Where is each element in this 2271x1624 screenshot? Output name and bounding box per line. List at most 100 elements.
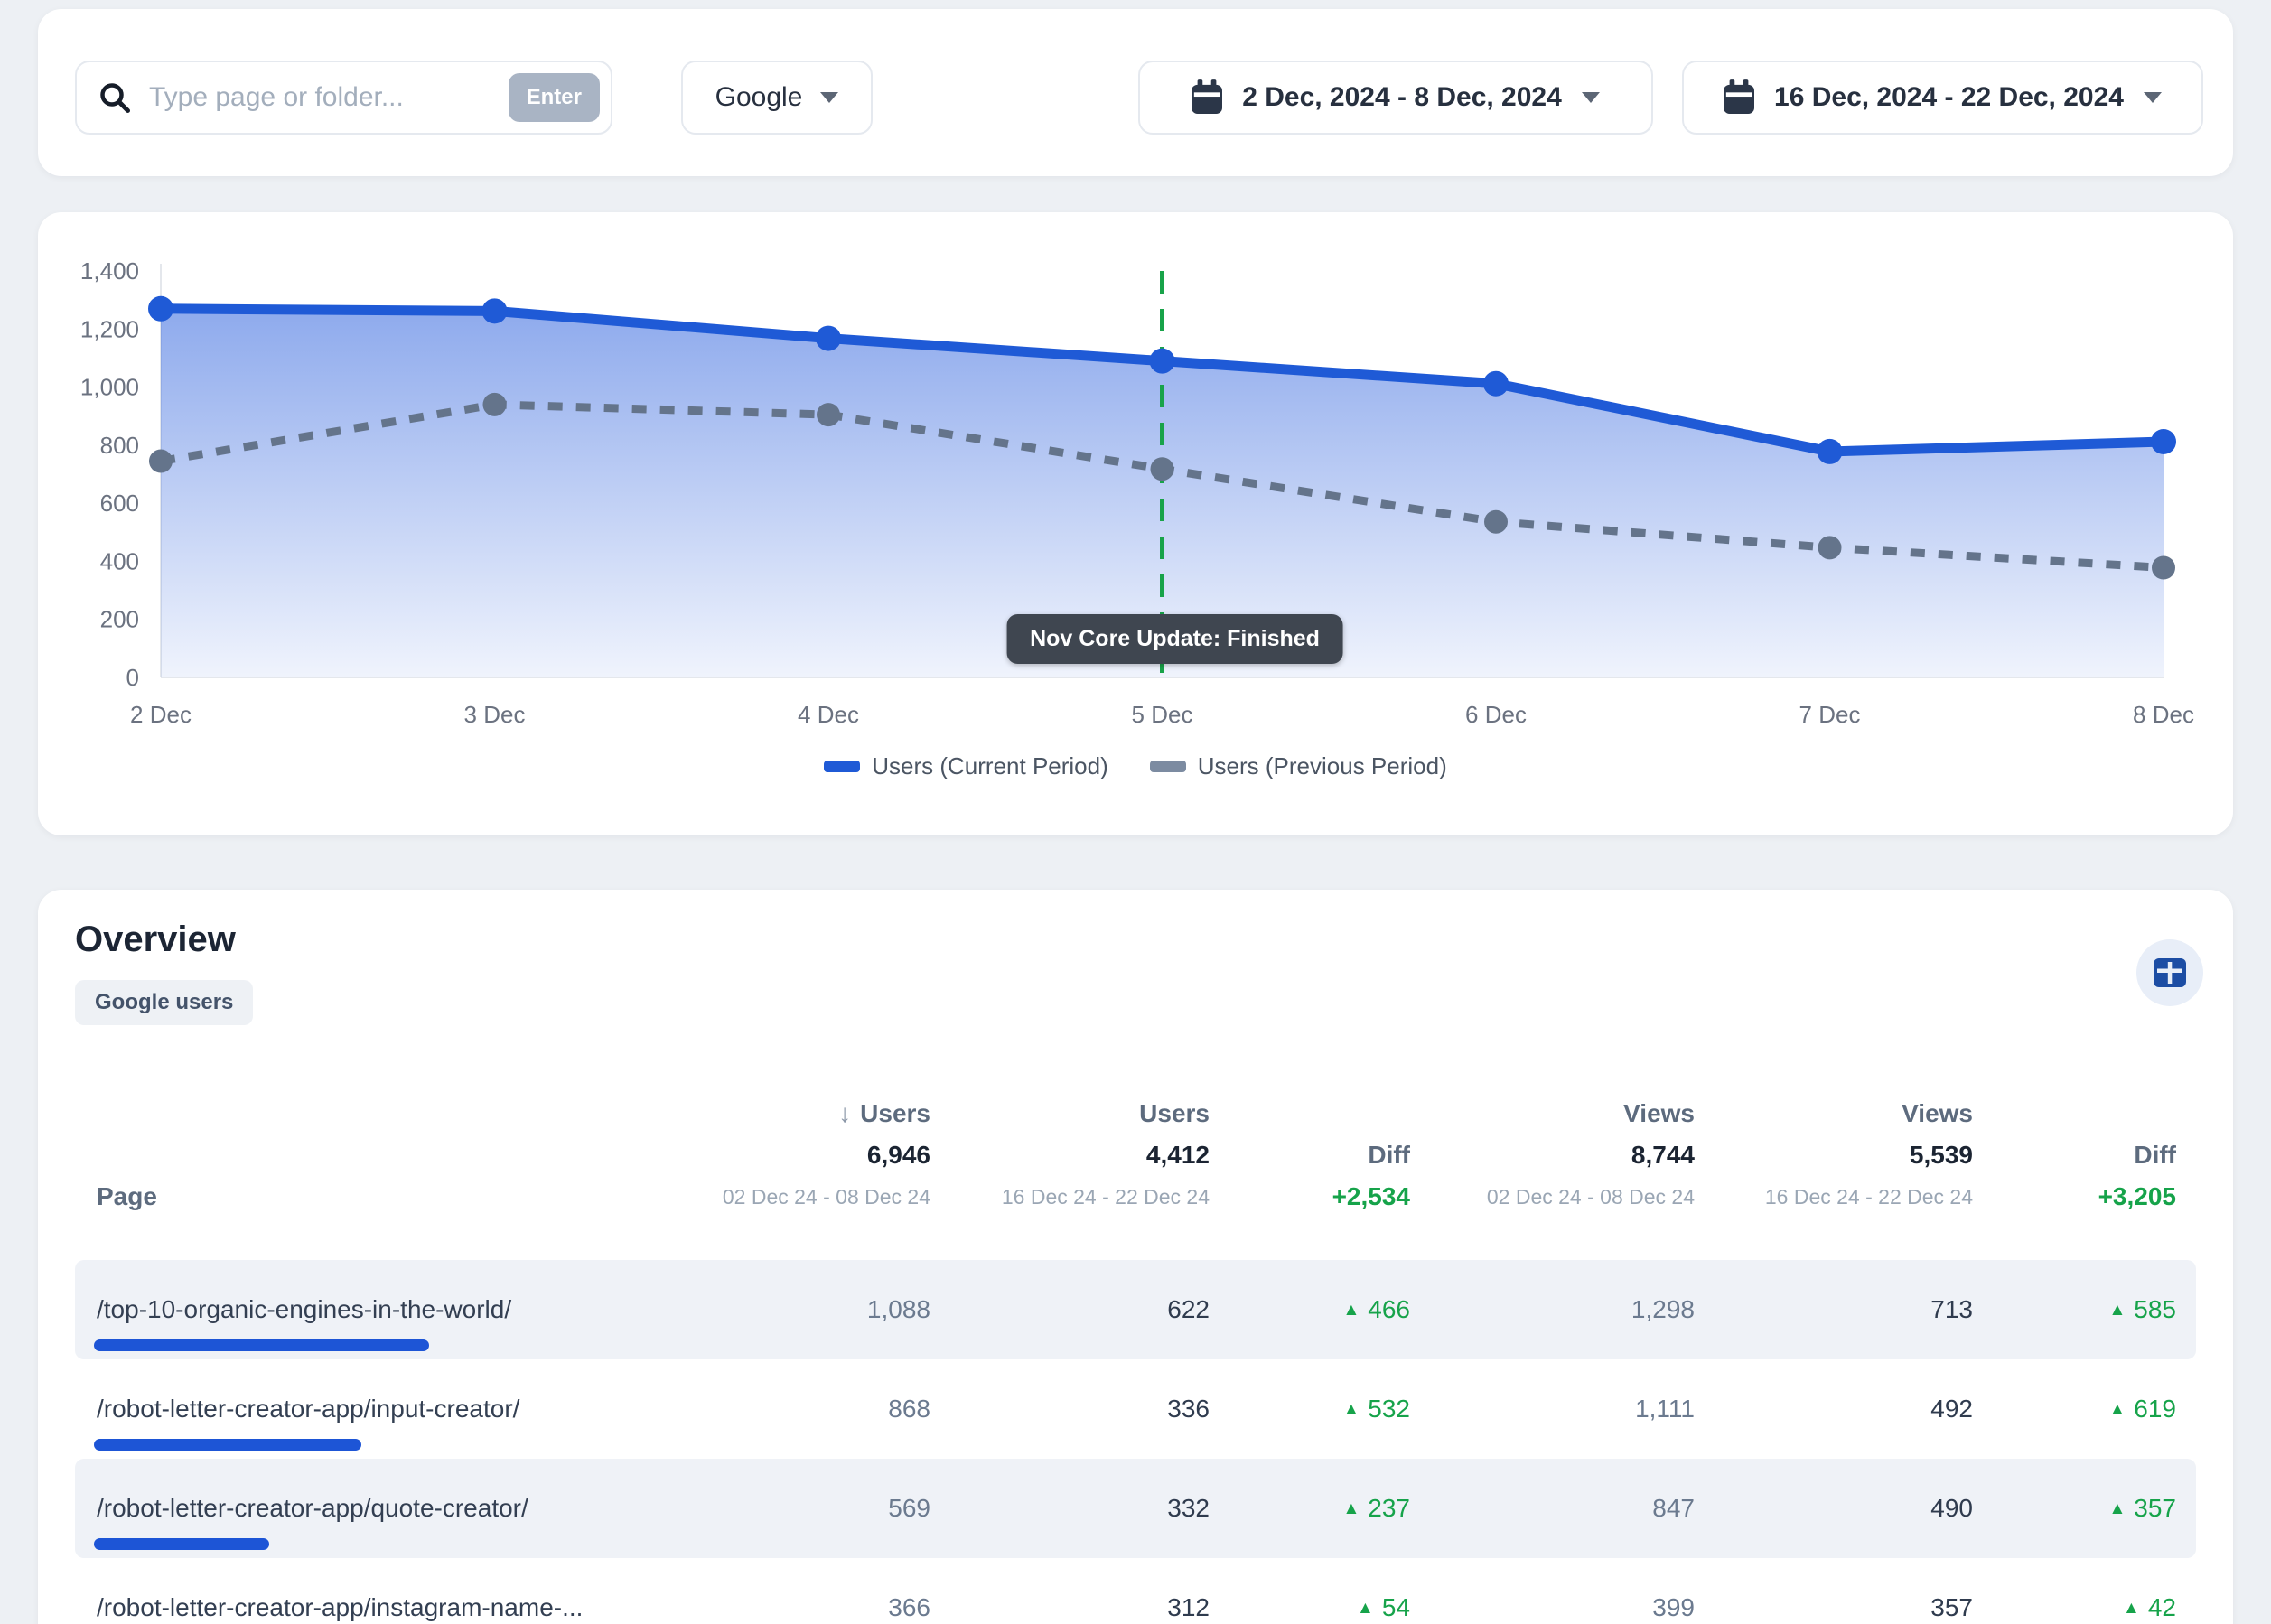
- table-icon: [2154, 958, 2186, 987]
- column-header-diff-5[interactable]: Diff +3,205: [1973, 1093, 2176, 1218]
- page-path-link[interactable]: /robot-letter-creator-app/input-creator/: [97, 1395, 520, 1423]
- sort-desc-icon: ↓: [838, 1099, 852, 1127]
- table-row[interactable]: /robot-letter-creator-app/instagram-name…: [75, 1558, 2196, 1624]
- diff-up-icon: ▲: [2108, 1499, 2126, 1518]
- views-current-value: 1,111: [1635, 1395, 1695, 1423]
- y-axis-tick-label: 400: [100, 547, 139, 574]
- page-path-link[interactable]: /robot-letter-creator-app/instagram-name…: [97, 1593, 584, 1621]
- search-engine-select[interactable]: Google: [681, 61, 873, 135]
- table-row[interactable]: /robot-letter-creator-app/input-creator/…: [75, 1359, 2196, 1459]
- users-trend-chart-card: 0 200 400 600 800 1,000 1,200 1,400 2 Dec 3 Dec 4 …: [38, 212, 2233, 835]
- column-range: 02 Dec 24 - 08 Dec 24: [722, 1185, 930, 1209]
- current-period-point[interactable]: [816, 325, 841, 351]
- users-compare-value: 622: [1167, 1295, 1210, 1323]
- current-period-point[interactable]: [1483, 370, 1509, 397]
- column-total: 5,539: [1909, 1141, 1973, 1169]
- column-label: Views: [1623, 1099, 1695, 1127]
- current-period-point[interactable]: [1817, 438, 1843, 464]
- previous-period-point[interactable]: [1818, 536, 1842, 560]
- page-path-link[interactable]: /robot-letter-creator-app/quote-creator/: [97, 1494, 528, 1522]
- users-progress-bar: [94, 1538, 269, 1550]
- x-axis-tick-label: 3 Dec: [464, 701, 526, 728]
- previous-period-point[interactable]: [149, 449, 173, 473]
- users-progress-bar: [94, 1439, 361, 1451]
- page-search[interactable]: Enter: [75, 61, 612, 135]
- previous-period-point[interactable]: [1150, 457, 1174, 481]
- previous-period-point[interactable]: [482, 392, 507, 416]
- column-header-users-1[interactable]: Users 4,412 16 Dec 24 - 22 Dec 24: [930, 1093, 1210, 1218]
- users-current-value: 366: [888, 1593, 930, 1621]
- previous-period-point[interactable]: [2152, 555, 2175, 580]
- users-compare-value: 336: [1167, 1395, 1210, 1423]
- y-axis-tick-label: 1,400: [80, 257, 139, 285]
- diff-up-icon: ▲: [1357, 1599, 1374, 1618]
- previous-period-point[interactable]: [817, 403, 840, 427]
- y-axis-tick-label: 1,200: [80, 315, 139, 342]
- users-diff-value: ▲ 54: [1357, 1593, 1410, 1621]
- views-compare-value: 713: [1930, 1295, 1973, 1323]
- views-compare-value: 492: [1930, 1395, 1973, 1423]
- column-total: 4,412: [1145, 1141, 1210, 1169]
- spacer: [1973, 1093, 2176, 1134]
- calendar-icon: [1192, 79, 1223, 114]
- area-fill: [161, 308, 2164, 677]
- chart-plot-area[interactable]: 0 200 400 600 800 1,000 1,200 1,400 2 Dec 3 Dec 4 …: [80, 257, 2194, 728]
- column-total: 8,744: [1631, 1141, 1695, 1169]
- table-row[interactable]: /top-10-organic-engines-in-the-world/1,0…: [75, 1260, 2196, 1359]
- legend-item-previous[interactable]: Users (Previous Period): [1149, 752, 1447, 780]
- column-label: Views: [1902, 1099, 1973, 1127]
- users-diff-value: ▲ 237: [1342, 1494, 1410, 1522]
- legend-label: Users (Current Period): [872, 752, 1108, 779]
- column-header-views-4[interactable]: Views 5,539 16 Dec 24 - 22 Dec 24: [1695, 1093, 1973, 1218]
- date-range-primary[interactable]: 2 Dec, 2024 - 8 Dec, 2024: [1138, 61, 1653, 135]
- x-axis-tick-label: 2 Dec: [130, 701, 192, 728]
- section-title: Overview: [75, 919, 236, 959]
- current-period-point[interactable]: [481, 298, 508, 324]
- current-period-point[interactable]: [2151, 429, 2176, 454]
- page-header-label: Page: [97, 1182, 157, 1210]
- column-header-views-3[interactable]: Views 8,744 02 Dec 24 - 08 Dec 24: [1410, 1093, 1695, 1218]
- previous-period-point[interactable]: [1484, 509, 1508, 534]
- legend-swatch: [1149, 761, 1186, 772]
- legend-swatch: [824, 761, 861, 772]
- views-diff-value: ▲ 585: [2108, 1295, 2176, 1323]
- diff-up-icon: ▲: [1342, 1301, 1360, 1320]
- column-label: Diff: [2134, 1141, 2176, 1169]
- column-header-users-0[interactable]: ↓ Users 6,946 02 Dec 24 - 08 Dec 24: [714, 1093, 930, 1218]
- column-label: Users: [1139, 1099, 1210, 1127]
- users-current-value: 868: [888, 1395, 930, 1423]
- column-total: 6,946: [866, 1141, 930, 1169]
- column-diff-total: +2,534: [1332, 1182, 1410, 1210]
- date-range-comparison-label: 16 Dec, 2024 - 22 Dec, 2024: [1774, 82, 2124, 112]
- date-range-primary-label: 2 Dec, 2024 - 8 Dec, 2024: [1242, 82, 1562, 112]
- users-current-value: 1,088: [866, 1295, 930, 1323]
- table-view-button[interactable]: [2136, 939, 2203, 1006]
- users-current-value: 569: [888, 1494, 930, 1522]
- users-diff-value: ▲ 466: [1342, 1295, 1410, 1323]
- y-axis-tick-label: 600: [100, 490, 139, 517]
- toolbar: Enter Google 2 Dec, 2024 - 8 Dec, 2024 1…: [38, 9, 2233, 176]
- current-period-point[interactable]: [148, 295, 173, 322]
- column-header-diff-2[interactable]: Diff +2,534: [1210, 1093, 1410, 1218]
- spacer: [1210, 1093, 1410, 1134]
- views-current-value: 847: [1652, 1494, 1695, 1522]
- column-diff-total: +3,205: [2098, 1182, 2176, 1210]
- views-diff-value: ▲ 619: [2108, 1395, 2176, 1423]
- current-period-point[interactable]: [1149, 348, 1175, 374]
- page-path-link[interactable]: /top-10-organic-engines-in-the-world/: [97, 1295, 512, 1323]
- column-range: 02 Dec 24 - 08 Dec 24: [1486, 1185, 1695, 1209]
- legend-item-current[interactable]: Users (Current Period): [824, 752, 1108, 780]
- views-diff-value: ▲ 357: [2108, 1494, 2176, 1522]
- legend-label: Users (Previous Period): [1197, 752, 1447, 779]
- views-current-value: 399: [1652, 1593, 1695, 1621]
- date-range-comparison[interactable]: 16 Dec, 2024 - 22 Dec, 2024: [1682, 61, 2203, 135]
- search-input[interactable]: [147, 81, 492, 114]
- table-row[interactable]: /robot-letter-creator-app/quote-creator/…: [75, 1459, 2196, 1558]
- column-range: 16 Dec 24 - 22 Dec 24: [1764, 1185, 1973, 1209]
- table-row-grid: /robot-letter-creator-app/input-creator/…: [75, 1359, 2196, 1459]
- table-row-grid: /robot-letter-creator-app/instagram-name…: [75, 1558, 2196, 1624]
- column-label: ↓ Users: [838, 1099, 930, 1127]
- enter-key-hint: Enter: [508, 73, 600, 122]
- google-users-badge: Google users: [75, 980, 254, 1025]
- diff-up-icon: ▲: [1342, 1400, 1360, 1419]
